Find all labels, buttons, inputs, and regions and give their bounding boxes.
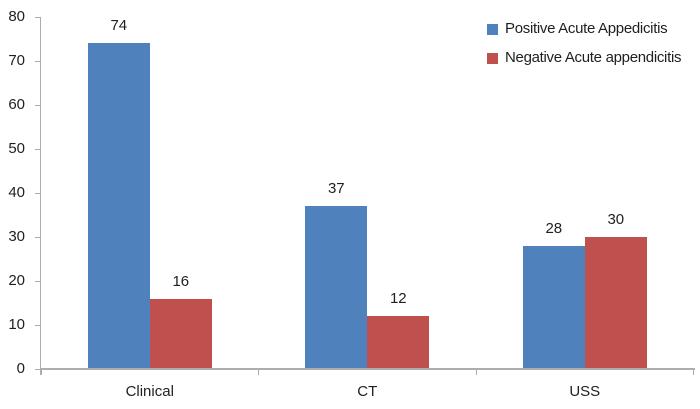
legend-label: Positive Acute Appedicitis — [505, 20, 668, 37]
y-tick-label: 30 — [8, 228, 25, 245]
y-axis-tick — [35, 368, 41, 370]
y-axis-tick — [35, 16, 41, 18]
y-tick-label: 80 — [8, 8, 25, 25]
bar-positive-uss — [522, 245, 585, 369]
legend-item: Negative Acute appendicitis — [487, 49, 681, 67]
value-label: 28 — [545, 219, 563, 237]
x-axis-tick — [475, 369, 477, 375]
category-label: USS — [569, 383, 601, 400]
y-axis-tick — [35, 280, 41, 282]
legend-label: Negative Acute appendicitis — [505, 49, 682, 66]
value-label: 16 — [172, 272, 190, 290]
y-axis-line — [40, 17, 41, 375]
value-label: 74 — [110, 17, 128, 35]
y-axis-tick — [35, 192, 41, 194]
y-tick-label: 60 — [8, 96, 25, 113]
x-axis-tick — [40, 369, 42, 375]
y-axis-tick — [35, 324, 41, 326]
y-tick-label: 10 — [8, 316, 25, 333]
bar-positive-ct — [305, 206, 368, 369]
bar-positive-clinical — [87, 43, 150, 369]
y-tick-label: 20 — [8, 272, 25, 289]
x-axis-line — [40, 368, 695, 370]
x-axis-tick — [693, 369, 694, 375]
y-axis-tick — [35, 236, 41, 238]
value-label: 12 — [389, 290, 407, 308]
y-tick-label: 40 — [8, 184, 25, 201]
category-label: Clinical — [125, 383, 174, 400]
legend-item: Positive Acute Appedicitis — [487, 20, 681, 38]
legend-swatch-icon — [487, 24, 498, 35]
y-axis-tick — [35, 148, 41, 150]
x-axis-tick — [258, 369, 259, 375]
bar-negative-clinical — [149, 298, 212, 369]
y-axis-tick — [35, 60, 41, 62]
bar-negative-uss — [584, 237, 647, 369]
bar-negative-ct — [367, 316, 430, 369]
y-tick-label: 0 — [16, 360, 25, 377]
y-tick-label: 50 — [8, 140, 25, 157]
legend: Positive Acute Appedicitis Negative Acute… — [487, 20, 681, 78]
value-label: 37 — [327, 180, 345, 198]
value-label: 30 — [607, 211, 625, 228]
y-tick-label: 70 — [8, 52, 25, 69]
category-label: CT — [357, 383, 378, 400]
legend-swatch-icon — [487, 53, 498, 64]
y-axis-tick — [35, 104, 41, 106]
